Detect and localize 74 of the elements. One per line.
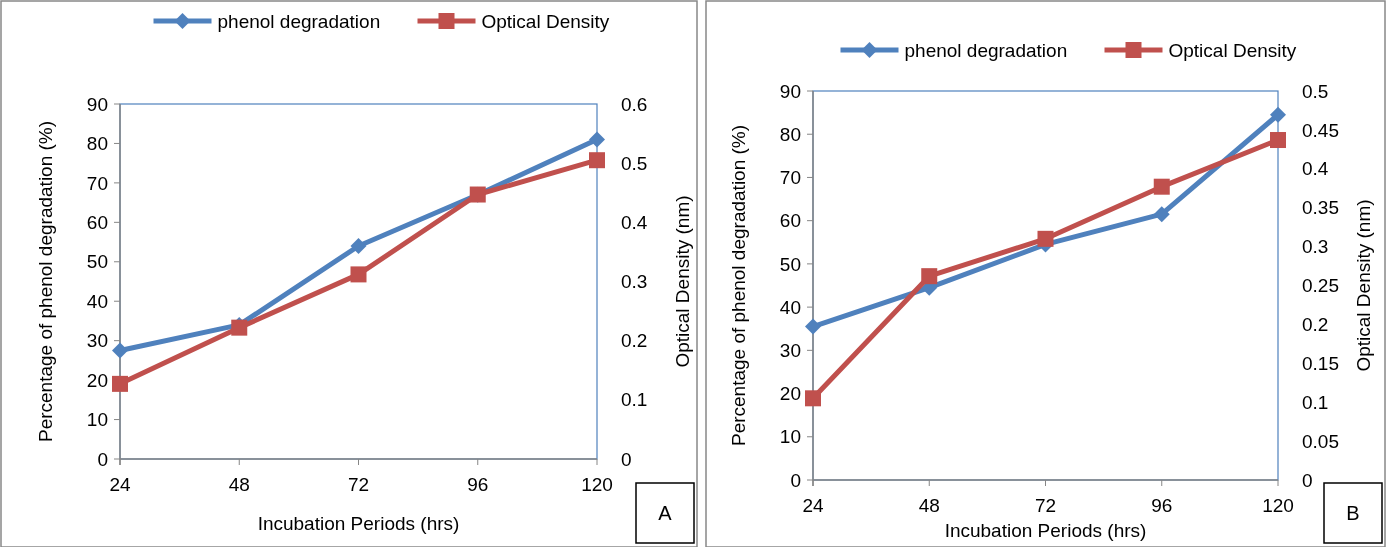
x-tick-label: 120 [581,474,613,495]
x-tick-label: 24 [109,474,131,495]
y-tick-label: 80 [86,133,108,155]
y-tick-label: 90 [86,93,108,115]
y-tick-label: 0 [790,469,801,491]
point [589,131,605,148]
x-tick-label: 96 [1151,495,1173,516]
x-tick-label: 48 [918,495,940,516]
text: B [1346,502,1360,524]
y-tick-label: 30 [779,339,801,361]
y2-tick-label: 0.25 [1302,275,1339,297]
y-tick-label: 0 [97,448,108,470]
y2-tick-label: 0.05 [1302,430,1339,452]
y-tick-label: 40 [779,296,801,318]
point [1270,106,1286,123]
legend-label: phenol degradation [217,10,381,32]
y2-tick-label: 0.15 [1302,352,1339,374]
y2-tick-label: 0.35 [1302,197,1339,219]
y-tick-label: 60 [779,210,801,232]
y2-tick-label: 0.1 [621,389,648,411]
y2-tick-label: 0.4 [1302,158,1329,180]
y-tick-label: 40 [86,290,108,312]
y-tick-label: 90 [779,80,801,102]
y2-axis-title: Optical Density (nm) [672,195,693,368]
point [805,318,821,335]
x-tick-label: 24 [802,495,824,516]
x-axis-title: Incubation Periods (hrs) [257,513,460,534]
y2-tick-label: 0 [1302,469,1313,491]
y2-tick-label: 0.2 [1302,314,1329,336]
y2-tick-label: 0.3 [1302,236,1329,258]
y2-tick-label: 0.5 [1302,80,1329,102]
point [350,238,367,254]
y-tick-label: 70 [86,172,108,194]
x-tick-label: 72 [1034,495,1057,516]
y2-tick-label: 0 [621,448,632,470]
x-tick-label: 96 [467,474,489,495]
y-tick-label: 80 [779,123,801,145]
point [1270,132,1286,149]
y2-tick-label: 0.2 [621,330,648,352]
point [112,375,128,392]
y-tick-label: 20 [779,383,801,405]
y-tick-label: 30 [86,330,108,352]
y2-axis-title: Optical Density (nm) [1353,199,1374,372]
point [921,268,938,285]
legend-label: phenol degradation [904,39,1068,61]
y-tick-label: 70 [779,167,801,189]
y2-tick-label: 0.3 [621,271,648,293]
y2-tick-label: 0.1 [1302,391,1329,413]
y-tick-label: 10 [779,426,801,448]
point [589,152,605,169]
y-tick-label: 20 [86,369,108,391]
x-tick-label: 48 [228,474,250,495]
y2-tick-label: 0.6 [621,93,648,115]
point [805,390,821,407]
y-axis-title: Percentage of phenol degradation (%) [35,120,56,443]
legend-label: Optical Density [1168,39,1297,61]
y-tick-label: 50 [86,251,108,273]
point [1153,178,1170,195]
point [350,266,367,283]
point [112,342,128,359]
y-axis-title: Percentage of phenol degradation (%) [728,124,749,447]
y2-tick-label: 0.5 [621,152,648,174]
legend-label: Optical Density [481,10,610,32]
x-tick-label: 72 [347,474,370,495]
y-tick-label: 10 [86,409,108,431]
point [1153,206,1170,223]
point [1037,230,1054,247]
y2-tick-label: 0.45 [1302,119,1339,141]
text: A [658,502,673,524]
y-tick-label: 50 [779,253,801,275]
y2-tick-label: 0.4 [621,211,648,233]
x-axis-title: Incubation Periods (hrs) [944,520,1147,541]
y-tick-label: 60 [86,211,108,233]
x-tick-label: 120 [1262,495,1294,516]
